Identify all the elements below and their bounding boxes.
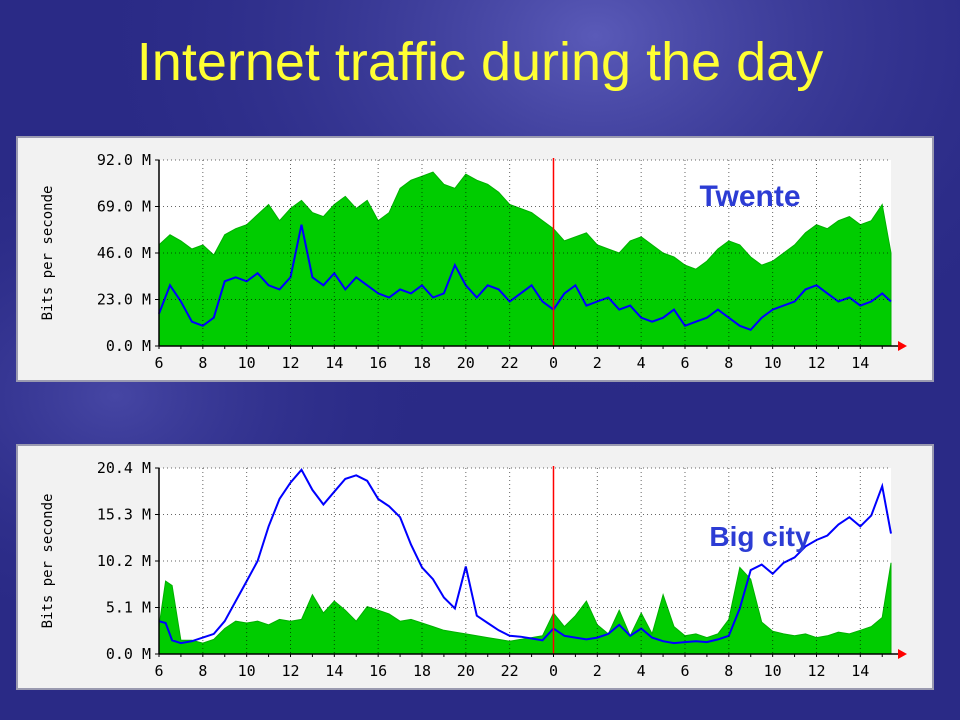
x-tick-label: 2	[593, 354, 602, 372]
y-tick-label: 23.0 M	[97, 291, 151, 309]
y-tick-label: 92.0 M	[97, 151, 151, 169]
x-tick-label: 6	[680, 354, 689, 372]
outgoing-traffic-line	[158, 224, 892, 331]
y-tick-label: 20.4 M	[97, 459, 151, 477]
x-tick-label: 14	[851, 662, 869, 680]
x-tick-label: 10	[238, 354, 256, 372]
x-axis-arrow	[898, 649, 907, 659]
x-tick-label: 12	[281, 354, 299, 372]
x-tick-label: 22	[501, 354, 519, 372]
y-tick-label: 46.0 M	[97, 244, 151, 262]
chart-svg-big-city: 0.0 M 5.1 M 10.2 M 15.3 M 20.4 M 6 8 10 12 14 16 18…	[40, 459, 907, 680]
incoming-traffic-area	[158, 171, 892, 347]
x-tick-label: 0	[549, 662, 558, 680]
slide-title: Internet traffic during the day	[136, 32, 824, 92]
x-tick-label: 6	[154, 662, 163, 680]
x-tick-label: 10	[764, 662, 782, 680]
x-tick-label: 12	[807, 354, 825, 372]
chart-svg-twente: 0.0 M 23.0 M 46.0 M 69.0 M 92.0 M 6 8 10 12 14 16 1…	[40, 151, 907, 372]
chart-annotation-big-city: Big city	[709, 521, 811, 552]
x-tick-label: 16	[369, 354, 387, 372]
x-tick-label: 12	[281, 662, 299, 680]
y-tick-label: 0.0 M	[106, 645, 151, 663]
outgoing-traffic-line	[158, 468, 892, 645]
x-tick-label: 20	[457, 354, 475, 372]
x-tick-label: 6	[680, 662, 689, 680]
x-tick-label: 10	[764, 354, 782, 372]
y-tick-label: 0.0 M	[106, 337, 151, 355]
x-axis-arrow	[898, 341, 907, 351]
x-tick-label: 20	[457, 662, 475, 680]
x-tick-label: 0	[549, 354, 558, 372]
x-tick-label: 14	[851, 354, 869, 372]
traffic-chart-twente: 0.0 M 23.0 M 46.0 M 69.0 M 92.0 M 6 8 10 12 14 16 1…	[16, 136, 934, 382]
traffic-chart-big-city: 0.0 M 5.1 M 10.2 M 15.3 M 20.4 M 6 8 10 12 14 16 18…	[16, 444, 934, 690]
x-tick-label: 8	[198, 354, 207, 372]
y-tick-label: 15.3 M	[97, 506, 151, 524]
x-tick-label: 10	[238, 662, 256, 680]
x-tick-label: 8	[724, 662, 733, 680]
x-tick-label: 18	[413, 662, 431, 680]
x-tick-label: 22	[501, 662, 519, 680]
x-tick-label: 4	[637, 662, 646, 680]
chart-annotation-twente: Twente	[699, 180, 800, 213]
y-tick-label: 10.2 M	[97, 552, 151, 570]
x-tick-label: 12	[807, 662, 825, 680]
y-axis-title: Bits per seconde	[40, 494, 56, 629]
x-tick-label: 6	[154, 354, 163, 372]
y-axis-title: Bits per seconde	[40, 186, 56, 321]
x-tick-label: 8	[198, 662, 207, 680]
x-tick-label: 16	[369, 662, 387, 680]
x-tick-label: 2	[593, 662, 602, 680]
y-tick-label: 69.0 M	[97, 198, 151, 216]
y-tick-label: 5.1 M	[106, 599, 151, 617]
x-tick-label: 8	[724, 354, 733, 372]
x-tick-label: 18	[413, 354, 431, 372]
x-tick-label: 14	[325, 662, 343, 680]
x-tick-label: 4	[637, 354, 646, 372]
x-tick-label: 14	[325, 354, 343, 372]
